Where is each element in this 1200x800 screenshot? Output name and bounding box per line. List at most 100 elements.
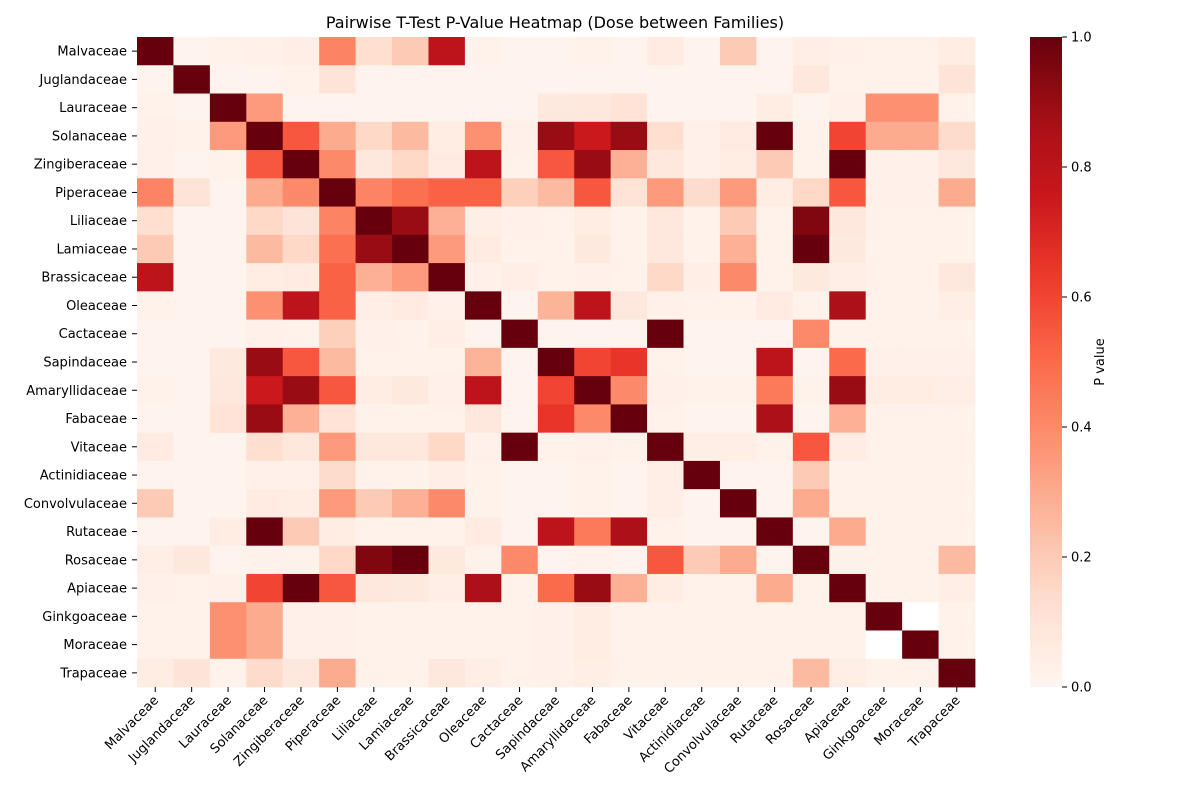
heatmap-cell (246, 291, 284, 321)
heatmap-cell (173, 319, 211, 349)
heatmap-cell (574, 93, 612, 123)
heatmap-cell (719, 545, 757, 575)
heatmap-cell (355, 432, 393, 462)
heatmap-cell (756, 263, 794, 292)
heatmap-cell (683, 630, 721, 660)
heatmap-cell (719, 489, 757, 518)
heatmap-cell (683, 517, 721, 547)
heatmap-cell (792, 121, 830, 151)
heatmap-cell (137, 432, 174, 462)
heatmap-cell (246, 404, 284, 434)
row-label: Malvaceae (57, 45, 127, 60)
heatmap-cell (647, 630, 684, 660)
heatmap-cell (647, 573, 684, 603)
heatmap-cell (829, 234, 867, 264)
heatmap-cell (938, 573, 976, 603)
heatmap-cell (319, 206, 356, 236)
heatmap-cell (792, 178, 830, 207)
heatmap-cell (355, 460, 393, 490)
heatmap-cell (501, 206, 539, 236)
heatmap-cell (683, 404, 721, 434)
row-label: Lamiaceae (56, 242, 127, 257)
colorbar-gradient (1030, 37, 1062, 687)
heatmap-cell (209, 37, 247, 66)
heatmap-cell (865, 460, 903, 490)
heatmap-cell (137, 234, 174, 264)
heatmap-cell (355, 658, 393, 688)
row-label: Piperaceae (55, 186, 127, 201)
heatmap-cell (647, 347, 684, 377)
heatmap-cell (829, 376, 867, 405)
heatmap-cell (537, 376, 575, 405)
heatmap-cell (319, 93, 356, 123)
heatmap-cell (428, 178, 466, 207)
heatmap-cell (829, 573, 867, 603)
heatmap-cell (137, 658, 174, 688)
heatmap-cell (574, 658, 612, 688)
heatmap-cell (137, 121, 174, 151)
column-labels: MalvaceaeJuglandaceaeLauraceaeSolanaceae… (102, 687, 964, 777)
heatmap-cell (902, 602, 939, 631)
heatmap-cell (246, 545, 284, 575)
heatmap-cell (938, 319, 976, 349)
heatmap-cell (501, 573, 539, 603)
heatmap-cell (647, 658, 684, 688)
colorbar-tick-label: 0.6 (1071, 291, 1092, 306)
heatmap-cell (355, 121, 393, 151)
heatmap-cell (282, 121, 320, 151)
heatmap-cell (938, 404, 976, 434)
heatmap-cell (719, 178, 757, 207)
heatmap-cell (501, 65, 539, 94)
heatmap-cell (610, 37, 648, 66)
heatmap-cell (537, 93, 575, 123)
heatmap-cell (392, 291, 429, 321)
heatmap-cell (464, 630, 502, 660)
heatmap-cell (173, 347, 211, 377)
heatmap-cell (137, 150, 174, 179)
heatmap-cell (282, 93, 320, 123)
heatmap-cell (865, 517, 903, 547)
heatmap-cell (355, 545, 393, 575)
heatmap-cell (246, 489, 284, 518)
heatmap-cell (647, 517, 684, 547)
heatmap-cell (574, 150, 612, 179)
heatmap-cell (537, 319, 575, 349)
heatmap-cell (719, 376, 757, 405)
row-label: Convolvulaceae (24, 497, 127, 512)
heatmap-cell (792, 93, 830, 123)
heatmap-cell (647, 460, 684, 490)
heatmap-cell (647, 178, 684, 207)
heatmap-cell (865, 432, 903, 462)
heatmap-cell (428, 319, 466, 349)
heatmap-cell (464, 263, 502, 292)
heatmap-cell (464, 404, 502, 434)
heatmap-cell (719, 319, 757, 349)
heatmap-cell (319, 121, 356, 151)
heatmap-cell (938, 93, 976, 123)
heatmap-cell (683, 376, 721, 405)
heatmap-cell (719, 291, 757, 321)
heatmap-cell (829, 630, 867, 660)
heatmap-cell (319, 65, 356, 94)
heatmap-cell (392, 206, 429, 236)
heatmap-cell (574, 489, 612, 518)
heatmap-cell (392, 121, 429, 151)
heatmap-cell (392, 150, 429, 179)
heatmap-cell (464, 545, 502, 575)
heatmap-cell (938, 517, 976, 547)
heatmap-cell (938, 150, 976, 179)
heatmap-cell (938, 630, 976, 660)
heatmap-cell (792, 517, 830, 547)
heatmap-cell (610, 234, 648, 264)
heatmap-cell (610, 602, 648, 631)
heatmap-cell (647, 37, 684, 66)
heatmap-cell (392, 573, 429, 603)
heatmap-cell (173, 37, 211, 66)
heatmap-cell (173, 121, 211, 151)
heatmap-cell (719, 206, 757, 236)
heatmap-cell (902, 291, 939, 321)
heatmap-cell (355, 347, 393, 377)
heatmap-cell (829, 206, 867, 236)
heatmap-cell (756, 376, 794, 405)
heatmap-cell (537, 545, 575, 575)
